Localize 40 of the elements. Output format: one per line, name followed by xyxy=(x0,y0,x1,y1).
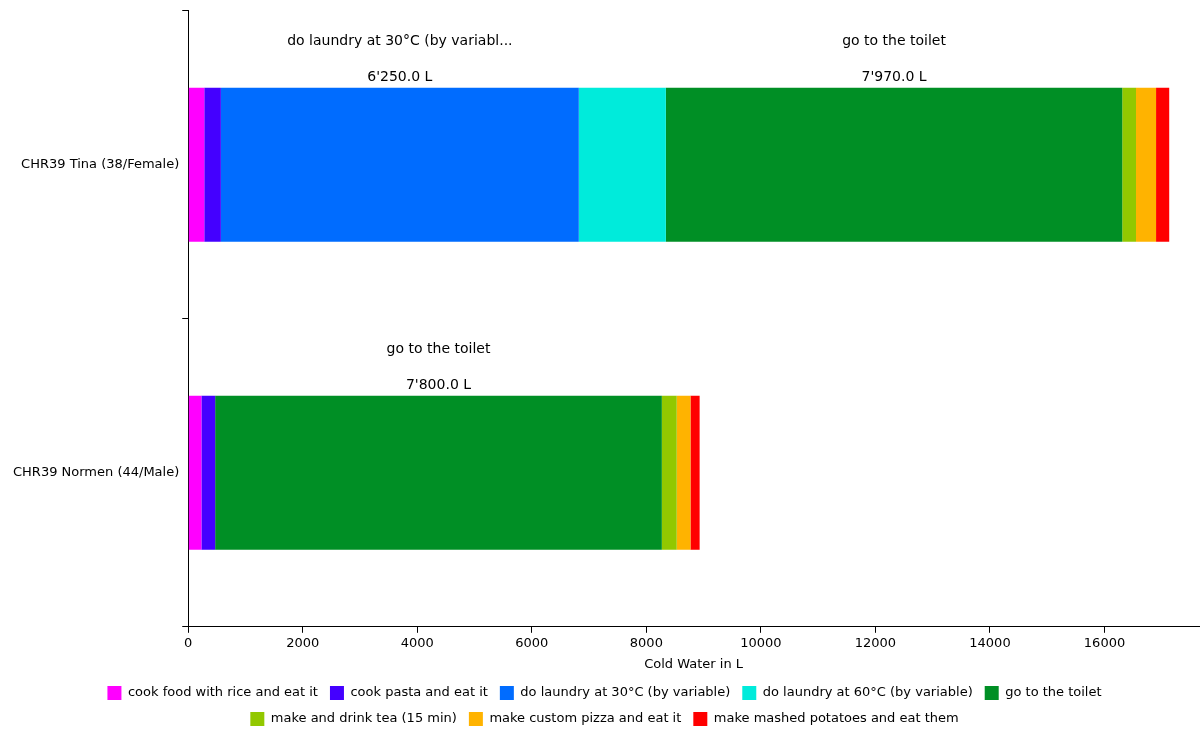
bar xyxy=(188,87,205,242)
bar xyxy=(215,395,662,550)
x-tick-label: 2000 xyxy=(286,634,320,650)
x-tick-label: 8000 xyxy=(629,634,663,650)
bar xyxy=(676,395,691,550)
legend-label: make and drink tea (15 min) xyxy=(270,710,457,726)
x-tick-label: 12000 xyxy=(854,634,897,650)
annotation: go to the toilet xyxy=(842,32,947,49)
bar xyxy=(578,87,666,242)
x-axis-title: Cold Water in L xyxy=(644,655,744,671)
x-tick-label: 10000 xyxy=(740,634,782,650)
legend-label: do laundry at 60°C (by variable) xyxy=(762,684,973,700)
legend-label: cook food with rice and eat it xyxy=(127,684,318,700)
legend-label: go to the toilet xyxy=(1005,684,1102,700)
legend-label: make custom pizza and eat it xyxy=(489,710,682,726)
bar xyxy=(201,395,216,550)
bar xyxy=(220,87,579,242)
x-tick-label: 6000 xyxy=(515,634,549,650)
annotation: do laundry at 30°C (by variabl... xyxy=(287,32,513,49)
y-tick-label: CHR39 Tina (38/Female) xyxy=(21,156,180,172)
x-tick-label: 14000 xyxy=(969,634,1011,650)
bar xyxy=(690,395,700,550)
data-label: 6'250.0 L xyxy=(367,68,433,85)
y-tick-label: CHR39 Normen (44/Male) xyxy=(13,464,180,480)
x-tick-label: 16000 xyxy=(1083,634,1126,650)
data-label: 7'970.0 L xyxy=(861,68,927,85)
bar xyxy=(1122,87,1137,242)
x-tick-label: 4000 xyxy=(400,634,434,650)
legend-label: do laundry at 30°C (by variable) xyxy=(520,684,731,700)
bar xyxy=(204,87,221,242)
data-label: 7'800.0 L xyxy=(405,376,472,393)
legend-label: cook pasta and eat it xyxy=(350,684,488,700)
legend-label: make mashed potatoes and eat them xyxy=(713,710,959,726)
x-tick-label: 0 xyxy=(184,634,193,650)
annotation: go to the toilet xyxy=(386,340,491,357)
bar xyxy=(665,87,1123,242)
bar xyxy=(188,395,202,550)
bar xyxy=(661,395,677,550)
bar xyxy=(1136,87,1157,242)
bar xyxy=(1156,87,1170,242)
